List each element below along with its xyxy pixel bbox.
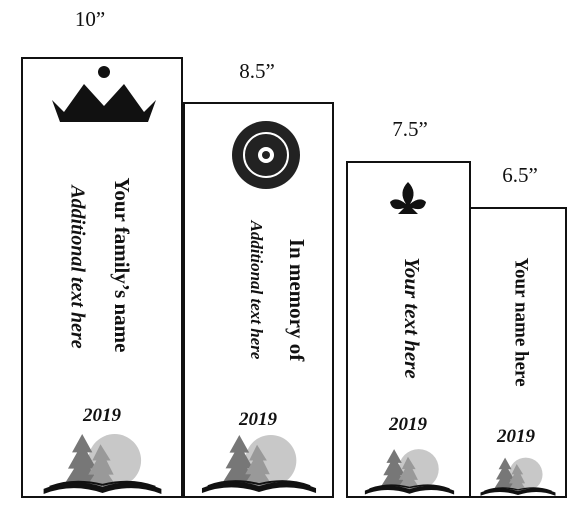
year: 2019 — [496, 426, 536, 447]
additional-text: Additional text here — [66, 183, 88, 348]
year: 2019 — [388, 414, 428, 435]
year: 2019 — [238, 409, 278, 430]
main-text: Your text here — [400, 257, 424, 378]
main-text: In memory of — [285, 239, 309, 362]
page: 10” Your family’s name Additional text h… — [0, 0, 575, 507]
additional-text: Additional text here — [247, 220, 266, 360]
bookmarks-image: 10” Your family’s name Additional text h… — [0, 0, 575, 507]
size-label: 6.5” — [502, 163, 538, 187]
year: 2019 — [82, 405, 122, 426]
crown-jewel — [98, 66, 110, 78]
main-text: Your name here — [511, 257, 532, 386]
size-label: 8.5” — [239, 59, 275, 83]
size-label: 7.5” — [392, 117, 428, 141]
rose-icon — [232, 121, 300, 189]
size-label: 10” — [75, 7, 105, 31]
bookmark — [22, 58, 182, 497]
main-text: Your family’s name — [110, 178, 134, 353]
